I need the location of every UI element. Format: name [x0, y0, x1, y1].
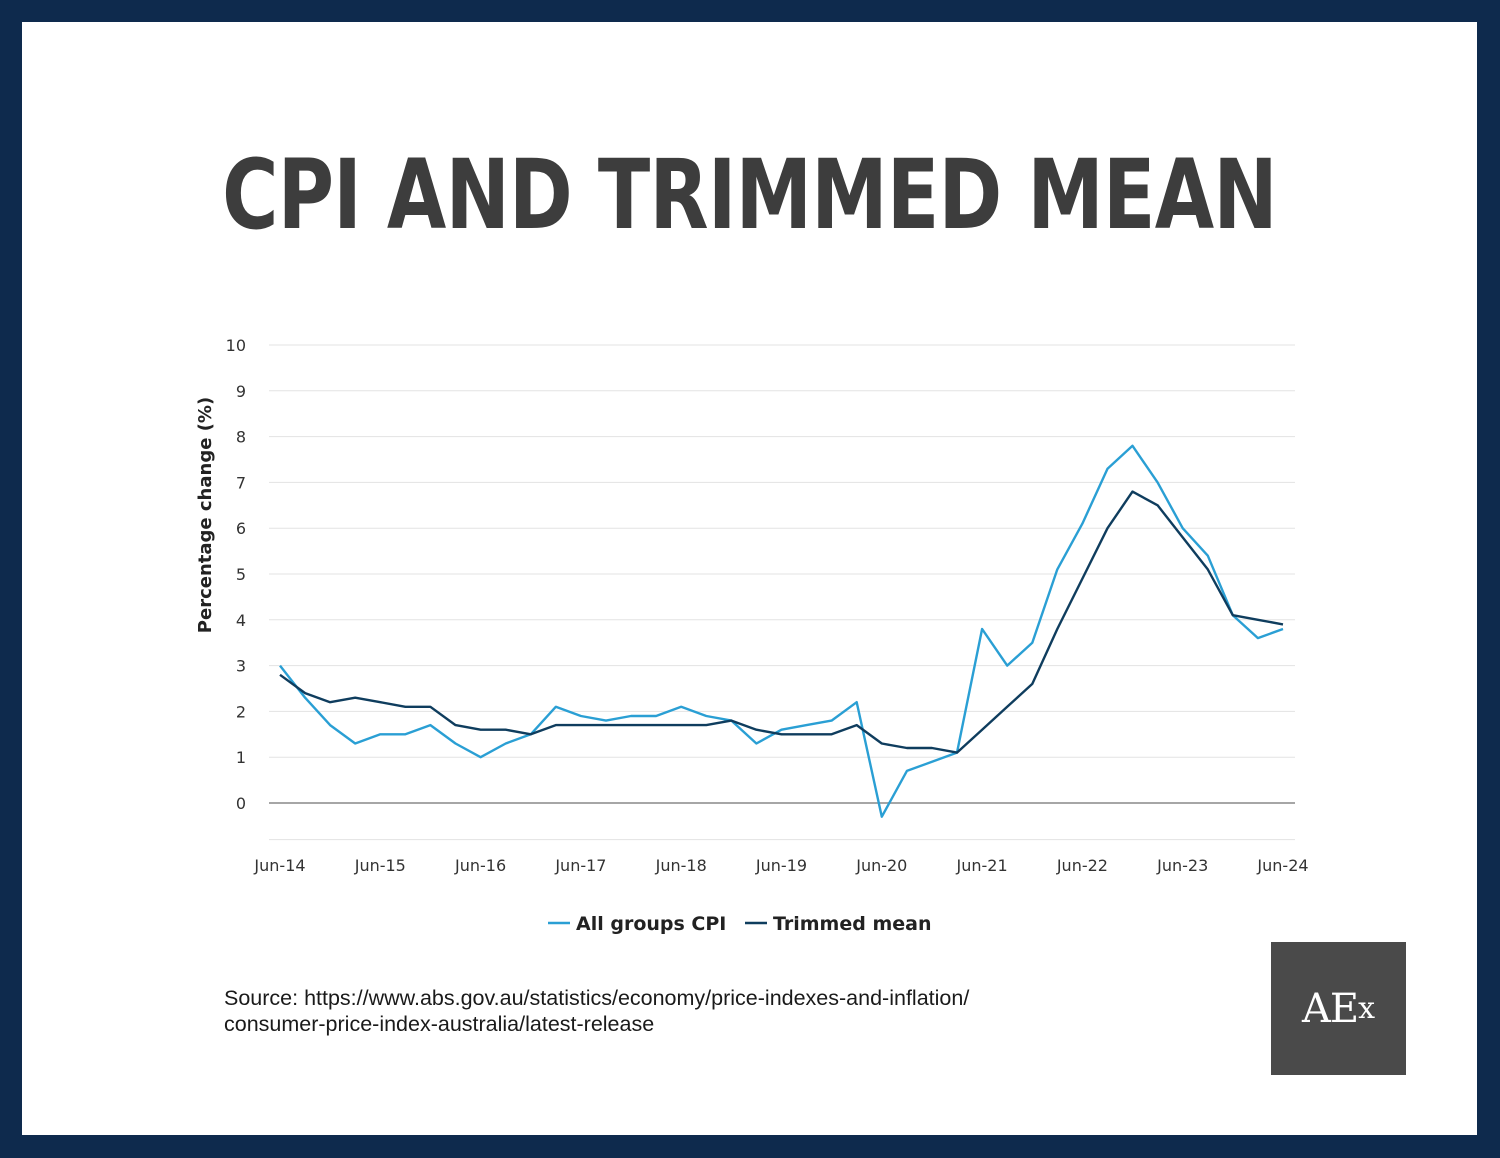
- y-tick-label: 7: [236, 473, 246, 492]
- content-panel: CPI AND TRIMMED MEAN 0 1 2 3 4 5 6 7 8 9 10 Jun-14…: [22, 22, 1477, 1135]
- series-line-trimmed-mean: [279, 490, 1284, 754]
- logo-text-sub: x: [1358, 991, 1375, 1026]
- y-tick-label: 4: [236, 611, 246, 630]
- x-tick-label: Jun-17: [554, 856, 606, 875]
- y-tick-label: 2: [236, 702, 246, 721]
- source-note: Source: https://www.abs.gov.au/statistic…: [224, 985, 969, 1037]
- y-tick-label: 8: [236, 428, 246, 447]
- y-tick-label: 9: [236, 382, 246, 401]
- aex-logo: AE x: [1271, 942, 1406, 1075]
- x-tick-labels: Jun-14 Jun-15 Jun-16 Jun-17 Jun-18 Jun-19 Jun-…: [253, 856, 1308, 875]
- y-tick-label: 10: [226, 336, 246, 355]
- x-tick-label: Jun-22: [1056, 856, 1108, 875]
- x-tick-label: Jun-21: [956, 856, 1008, 875]
- y-tick-label: 6: [236, 519, 246, 538]
- y-tick-label: 0: [236, 794, 246, 813]
- y-tick-label: 3: [236, 657, 246, 676]
- series-line-all-groups-cpi: [279, 444, 1284, 818]
- x-tick-label: Jun-14: [253, 856, 305, 875]
- y-tick-labels: 0 1 2 3 4 5 6 7 8 9 10: [226, 336, 246, 813]
- series-layer: [279, 444, 1284, 818]
- grid-layer: [269, 344, 1295, 841]
- x-tick-label: Jun-16: [454, 856, 506, 875]
- x-tick-label: Jun-20: [855, 856, 907, 875]
- logo-text-main: AE: [1301, 985, 1359, 1032]
- source-line-1: Source: https://www.abs.gov.au/statistic…: [224, 986, 970, 1010]
- page-title: CPI AND TRIMMED MEAN: [222, 139, 1277, 251]
- x-tick-label: Jun-24: [1256, 856, 1308, 875]
- x-tick-label: Jun-15: [354, 856, 406, 875]
- source-line-2: consumer-price-index-australia/latest-re…: [224, 1012, 655, 1036]
- x-tick-label: Jun-23: [1156, 856, 1208, 875]
- legend-label: All groups CPI: [576, 913, 726, 935]
- x-tick-label: Jun-18: [655, 856, 707, 875]
- y-tick-label: 5: [236, 565, 246, 584]
- y-tick-label: 1: [236, 748, 246, 767]
- y-axis-label: Percentage change (%): [195, 397, 216, 633]
- legend: All groups CPI Trimmed mean: [548, 913, 932, 935]
- x-tick-label: Jun-19: [755, 856, 807, 875]
- legend-label: Trimmed mean: [773, 913, 932, 935]
